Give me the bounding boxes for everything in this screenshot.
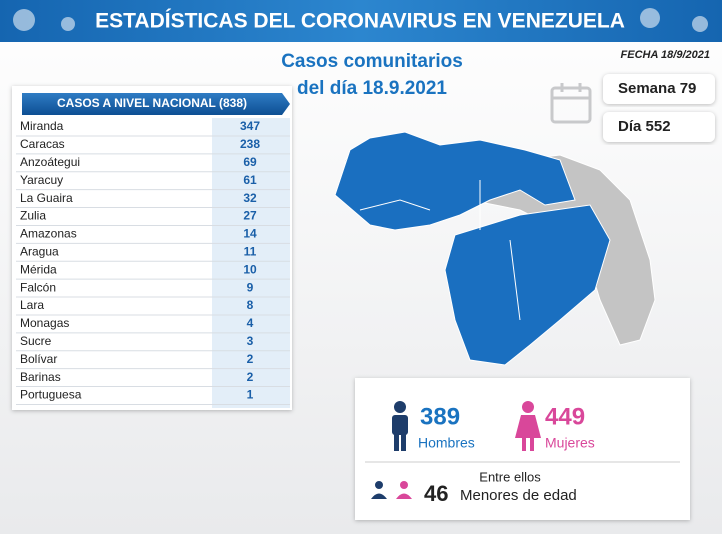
state-name: Lara bbox=[20, 298, 44, 312]
state-name: Anzoátegui bbox=[20, 155, 80, 169]
minors-label: Menores de edad bbox=[460, 487, 577, 504]
state-cases: 10 bbox=[243, 262, 257, 276]
state-name: La Guaira bbox=[20, 191, 73, 205]
day-box bbox=[603, 112, 715, 142]
children-icons bbox=[371, 481, 412, 499]
subtitle: del día 18.9.2021 bbox=[297, 78, 447, 99]
state-cases: 1 bbox=[247, 388, 254, 402]
map bbox=[334, 131, 656, 366]
man-icon bbox=[392, 401, 408, 451]
state-name: Monagas bbox=[20, 316, 69, 330]
state-name: Zulia bbox=[20, 209, 46, 223]
state-name: Falcón bbox=[20, 280, 56, 294]
men-label: Hombres bbox=[418, 435, 475, 451]
state-cases: 69 bbox=[243, 155, 257, 169]
state-cases: 11 bbox=[244, 244, 257, 258]
minors-intro: Entre ellos bbox=[479, 469, 541, 484]
woman-icon bbox=[515, 401, 541, 451]
table-header bbox=[22, 93, 290, 115]
title: ESTADÍSTICAS DEL CORONAVIRUS EN VENEZUEL… bbox=[95, 10, 625, 33]
women-count: 449 bbox=[545, 403, 585, 430]
value-column bbox=[212, 118, 290, 408]
state-cases: 32 bbox=[243, 191, 257, 205]
calendar-icon bbox=[550, 83, 592, 124]
state-name: Amazonas bbox=[20, 227, 77, 241]
state-cases: 2 bbox=[247, 352, 254, 366]
state-cases: 2 bbox=[247, 370, 254, 384]
state-cases: 27 bbox=[243, 209, 257, 223]
state-name: Aragua bbox=[20, 244, 59, 258]
state-name: Portuguesa bbox=[20, 388, 82, 402]
state-name: Yaracuy bbox=[20, 173, 63, 187]
minors-count: 46 bbox=[424, 481, 448, 506]
state-cases: 238 bbox=[240, 137, 260, 151]
week: Semana 79 bbox=[618, 80, 696, 97]
state-cases: 14 bbox=[243, 227, 257, 241]
men-count: 389 bbox=[420, 403, 460, 430]
state-cases: 61 bbox=[243, 173, 257, 187]
state-name: Mérida bbox=[20, 262, 57, 276]
state-name: Bolívar bbox=[20, 352, 57, 366]
day: Día 552 bbox=[618, 118, 671, 135]
women-label: Mujeres bbox=[545, 435, 595, 451]
state-name: Barinas bbox=[20, 370, 61, 384]
week-box bbox=[603, 74, 715, 104]
state-name: Caracas bbox=[20, 137, 65, 151]
date: FECHA 18/9/2021 bbox=[621, 49, 710, 61]
subtitle: Casos comunitarios bbox=[281, 51, 463, 72]
state-name: Sucre bbox=[20, 334, 52, 348]
state-cases: 9 bbox=[247, 280, 254, 294]
state-cases: 3 bbox=[247, 334, 254, 348]
state-cases: 347 bbox=[240, 119, 260, 133]
state-cases: 4 bbox=[247, 316, 254, 330]
header-bar bbox=[0, 0, 722, 42]
virus-decoration bbox=[13, 8, 708, 32]
state-name: Miranda bbox=[20, 119, 64, 133]
table-title: CASOS A NIVEL NACIONAL (838) bbox=[57, 96, 247, 110]
state-cases: 8 bbox=[247, 298, 254, 312]
